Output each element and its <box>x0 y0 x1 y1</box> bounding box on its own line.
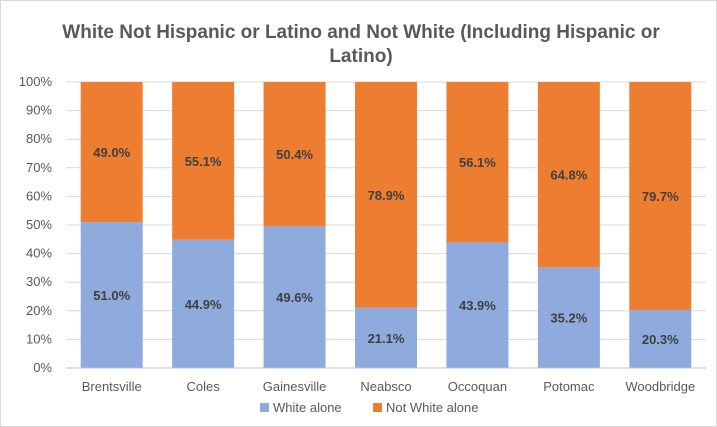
legend-label: White alone <box>273 400 342 415</box>
x-category-label: Brentsville <box>82 379 142 394</box>
data-label: 56.1% <box>459 155 496 170</box>
y-tick-label: 40% <box>26 246 52 261</box>
y-tick-label: 20% <box>26 303 52 318</box>
data-label: 21.1% <box>368 331 405 346</box>
y-tick-label: 30% <box>26 274 52 289</box>
data-label: 64.8% <box>550 168 587 183</box>
x-category-label: Neabsco <box>360 379 411 394</box>
bar-not-white-alone <box>355 82 417 308</box>
legend-label: Not White alone <box>386 400 479 415</box>
bar-white-alone <box>355 307 417 368</box>
y-tick-label: 0% <box>33 360 52 375</box>
x-category-label: Occoquan <box>448 379 507 394</box>
x-category-label: Coles <box>187 379 221 394</box>
x-category-label: Potomac <box>543 379 595 394</box>
data-label: 49.0% <box>93 145 130 160</box>
bar-not-white-alone <box>263 82 326 227</box>
y-tick-label: 100% <box>19 74 53 89</box>
legend-swatch <box>373 403 382 412</box>
data-label: 50.4% <box>276 147 313 162</box>
data-label: 79.7% <box>642 189 679 204</box>
bar-white-alone <box>263 226 326 368</box>
data-label: 35.2% <box>550 311 587 326</box>
data-label: 43.9% <box>459 298 496 313</box>
y-tick-label: 10% <box>26 331 52 346</box>
y-tick-label: 50% <box>26 217 52 232</box>
bar-white-alone <box>80 222 143 368</box>
y-tick-label: 90% <box>26 103 52 118</box>
data-label: 44.9% <box>185 297 222 312</box>
bar-not-white-alone <box>172 82 235 240</box>
data-label: 55.1% <box>185 154 222 169</box>
y-tick-label: 80% <box>26 131 52 146</box>
legend-swatch <box>260 403 269 412</box>
data-label: 49.6% <box>276 290 313 305</box>
bar-white-alone <box>629 309 692 368</box>
bar-not-white-alone <box>629 82 692 310</box>
y-tick-label: 60% <box>26 188 52 203</box>
bar-not-white-alone <box>80 82 143 223</box>
data-label: 78.9% <box>368 188 405 203</box>
y-tick-label: 70% <box>26 160 52 175</box>
x-category-label: Gainesville <box>263 379 327 394</box>
bar-white-alone <box>537 267 600 368</box>
x-category-label: Woodbridge <box>625 379 695 394</box>
data-label: 20.3% <box>642 332 679 347</box>
chart-title: White Not Hispanic or Latino and Not Whi… <box>62 22 660 67</box>
data-label: 51.0% <box>93 288 130 303</box>
bar-not-white-alone <box>537 82 600 268</box>
bar-not-white-alone <box>446 82 509 243</box>
bar-white-alone <box>172 239 235 368</box>
bar-white-alone <box>446 242 509 368</box>
